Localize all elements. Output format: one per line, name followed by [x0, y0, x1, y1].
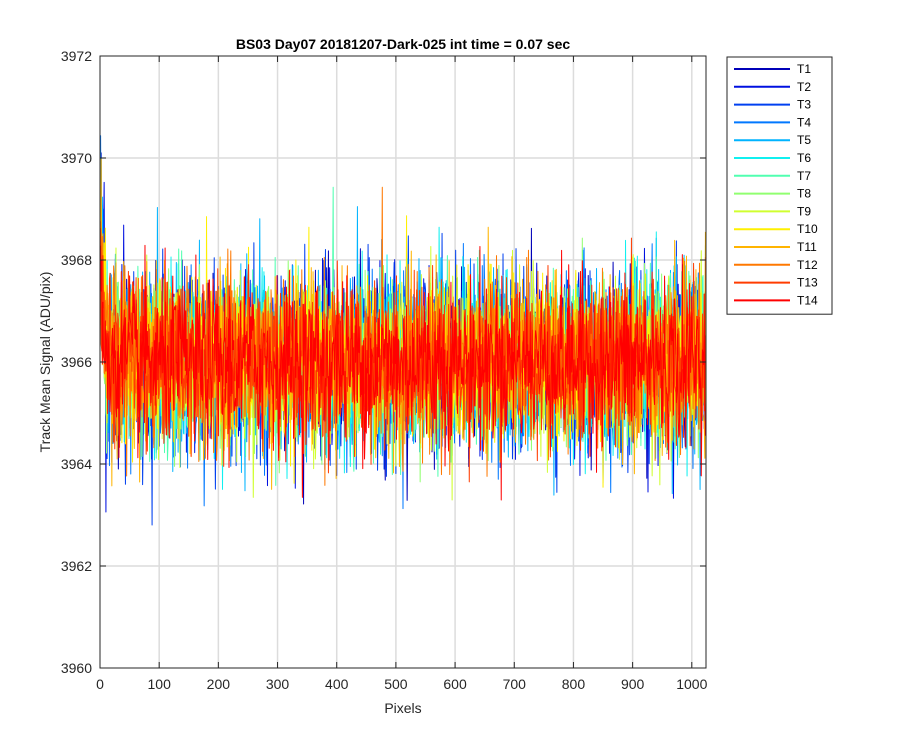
legend-label-t6: T6 — [797, 151, 811, 165]
legend-label-t9: T9 — [797, 204, 811, 218]
legend: T1 T2 T3 T4 T5 T6 T7 T8 T9 T10 T11 T12 T13 T14 — [726, 56, 833, 315]
x-tick-label: 800 — [562, 676, 586, 692]
y-axis-label: Track Mean Signal (ADU/pix) — [37, 272, 53, 453]
x-tick-label: 200 — [207, 676, 231, 692]
x-tick-label: 700 — [503, 676, 527, 692]
x-tick-label: 1000 — [676, 676, 707, 692]
x-tick-label: 500 — [384, 676, 408, 692]
legend-label-t2: T2 — [797, 80, 811, 94]
x-tick-label: 400 — [325, 676, 349, 692]
y-tick-label: 3964 — [61, 456, 92, 472]
legend-label-t11: T11 — [797, 240, 817, 254]
legend-label-t5: T5 — [797, 133, 811, 147]
legend-label-t3: T3 — [797, 98, 811, 112]
y-tick-label: 3972 — [61, 48, 92, 64]
series-line-t14 — [99, 244, 706, 501]
x-tick-label: 0 — [96, 676, 104, 692]
legend-label-t12: T12 — [797, 258, 818, 272]
legend-label-t10: T10 — [797, 222, 818, 236]
x-tick-label: 300 — [266, 676, 290, 692]
series-layer — [99, 135, 706, 526]
legend-box — [726, 56, 833, 315]
y-tick-label: 3962 — [61, 558, 92, 574]
x-tick-label: 900 — [621, 676, 645, 692]
legend-label-t13: T13 — [797, 276, 818, 290]
x-axis-label: Pixels — [384, 700, 421, 716]
y-tick-label: 3960 — [61, 660, 92, 676]
chart-title: BS03 Day07 20181207-Dark-025 int time = … — [236, 36, 570, 52]
ticks: 0 100 200 300 400 500 600 700 800 900 1000 3960 3962… — [61, 48, 708, 692]
legend-label-t7: T7 — [797, 169, 811, 183]
legend-label-t8: T8 — [797, 187, 811, 201]
x-tick-label: 600 — [443, 676, 467, 692]
y-tick-label: 3966 — [61, 354, 92, 370]
legend-label-t14: T14 — [797, 293, 818, 307]
legend-label-t1: T1 — [797, 62, 811, 76]
y-tick-label: 3968 — [61, 252, 92, 268]
x-tick-label: 100 — [148, 676, 172, 692]
y-tick-label: 3970 — [61, 150, 92, 166]
legend-label-t4: T4 — [797, 115, 811, 129]
